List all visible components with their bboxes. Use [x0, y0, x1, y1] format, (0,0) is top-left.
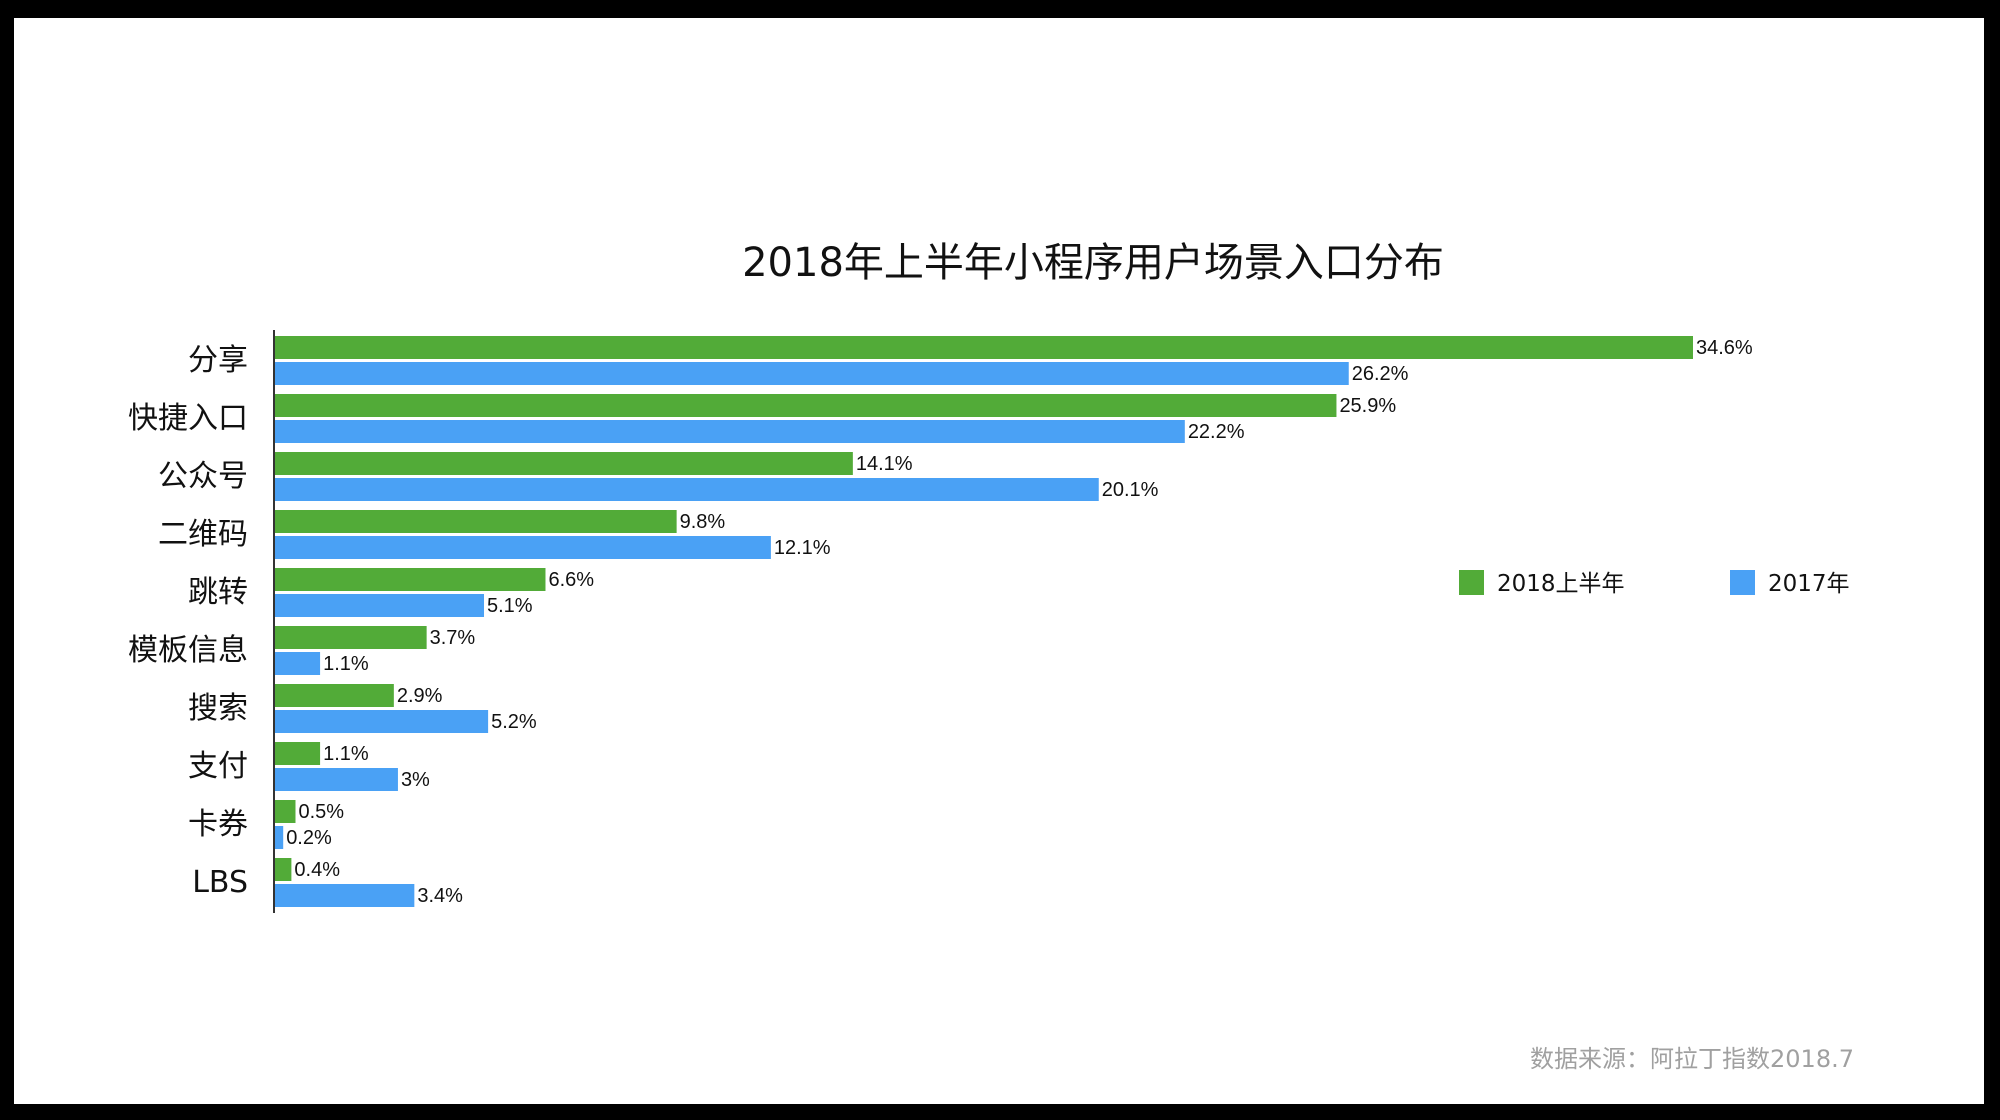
legend-swatch [1730, 570, 1755, 595]
bar-2017 [275, 826, 284, 849]
bar-2017 [275, 884, 415, 907]
data-label: 3% [401, 769, 430, 791]
legend-swatch [1459, 570, 1484, 595]
data-label: 2.9% [397, 685, 443, 707]
legend-label: 2017年 [1768, 571, 1850, 597]
data-label: 34.6% [1696, 337, 1753, 359]
bar-2017 [275, 594, 485, 617]
bar-2018h1 [275, 510, 677, 533]
bar-2018h1 [275, 742, 321, 765]
category-label: 跳转 [188, 575, 248, 610]
bar-2017 [275, 710, 489, 733]
slide-background [14, 18, 1984, 1104]
legend-label: 2018上半年 [1497, 571, 1625, 597]
bar-2017 [275, 420, 1185, 443]
bar-2018h1 [275, 684, 394, 707]
data-label: 1.1% [323, 653, 369, 675]
bar-2017 [275, 478, 1099, 501]
bar-2018h1 [275, 568, 546, 591]
data-label: 9.8% [680, 511, 726, 533]
data-label: 22.2% [1188, 421, 1245, 443]
bars-layer: 分享 34.6% 26.2% 快捷入口 25.9% 22.2% 公众号 14.1% 20.1% 二… [128, 336, 1753, 907]
legend: 2018上半年 2017年 [1459, 570, 1850, 597]
category-label: 搜索 [188, 691, 248, 726]
data-label: 12.1% [774, 537, 831, 559]
data-label: 14.1% [856, 453, 913, 475]
category-label: 模板信息 [128, 633, 248, 668]
data-label: 20.1% [1102, 479, 1159, 501]
category-label: 快捷入口 [128, 401, 248, 436]
category-label: 公众号 [158, 459, 248, 494]
bar-2018h1 [275, 626, 427, 649]
data-label: 26.2% [1352, 363, 1409, 385]
data-label: 25.9% [1339, 395, 1396, 417]
data-label: 3.4% [417, 885, 463, 907]
data-label: 5.1% [487, 595, 533, 617]
data-label: 5.2% [491, 711, 537, 733]
category-label: 支付 [188, 749, 248, 784]
category-label: 分享 [188, 343, 248, 378]
data-label: 0.2% [286, 827, 332, 849]
data-label: 0.4% [294, 859, 340, 881]
data-label: 1.1% [323, 743, 369, 765]
bar-2017 [275, 768, 398, 791]
bar-2018h1 [275, 336, 1693, 359]
chart-title: 2018年上半年小程序用户场景入口分布 [742, 240, 1444, 286]
category-label: 二维码 [158, 517, 248, 552]
bar-2017 [275, 362, 1349, 385]
data-label: 3.7% [430, 627, 476, 649]
data-label: 6.6% [548, 569, 594, 591]
source-note: 数据来源：阿拉丁指数2018.7 [1530, 1045, 1854, 1073]
bar-2017 [275, 652, 321, 675]
bar-2017 [275, 536, 771, 559]
bar-2018h1 [275, 452, 853, 475]
data-label: 0.5% [298, 801, 344, 823]
category-label: 卡券 [188, 807, 248, 842]
category-label: LBS [192, 865, 248, 900]
bar-2018h1 [275, 858, 292, 881]
bar-2018h1 [275, 394, 1337, 417]
bar-2018h1 [275, 800, 296, 823]
